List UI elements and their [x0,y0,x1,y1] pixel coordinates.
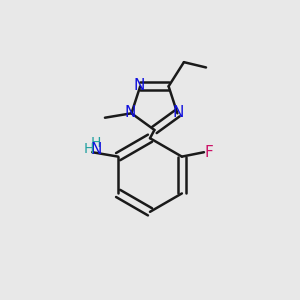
Text: N: N [124,105,136,120]
Text: H: H [83,142,94,156]
Text: F: F [205,145,214,160]
Text: N: N [172,105,184,120]
Text: N: N [90,142,102,157]
Text: N: N [134,78,145,93]
Text: H: H [91,136,101,150]
